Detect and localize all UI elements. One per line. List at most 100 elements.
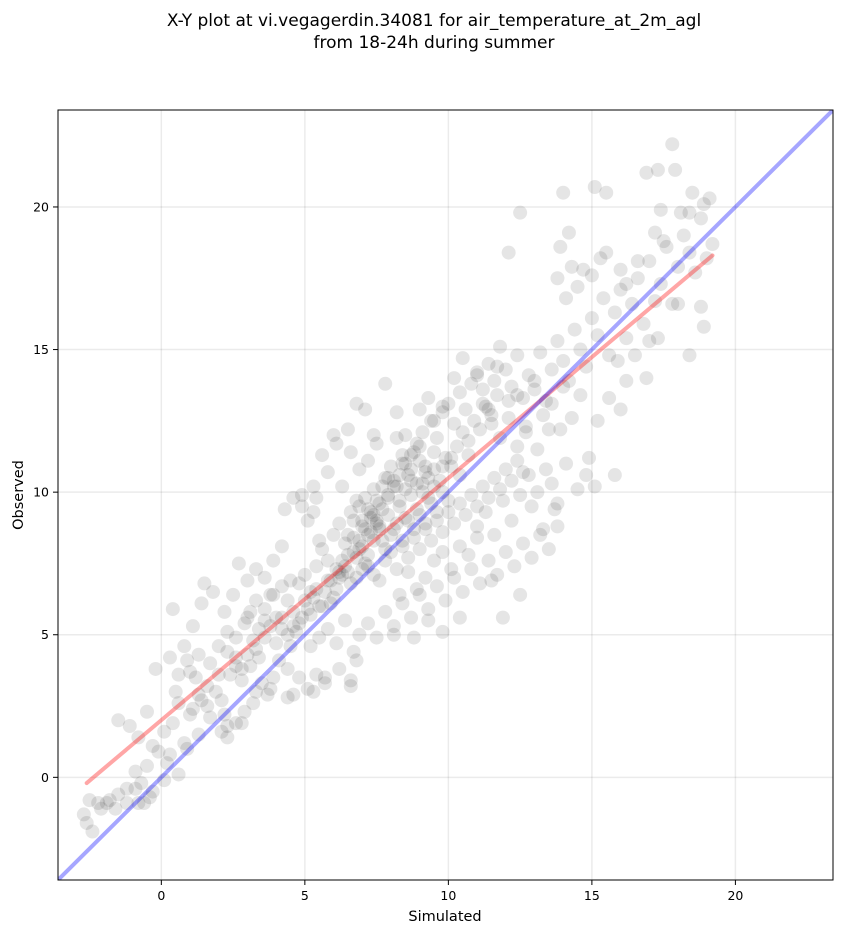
data-point [294,610,309,625]
data-point [335,567,350,582]
data-point [510,453,525,468]
data-point [501,411,516,425]
data-point [550,519,565,534]
data-point [398,456,413,471]
data-point [493,339,508,354]
data-point [536,522,551,537]
data-point [593,251,608,266]
data-point [392,587,407,602]
data-point [584,268,599,283]
data-point [610,353,625,368]
data-point [372,519,387,534]
data-point [309,667,324,682]
data-point [406,445,421,460]
data-point [297,593,312,608]
data-point [381,490,396,505]
data-point [461,448,476,463]
data-point [240,573,255,588]
regression-line [84,253,715,786]
data-point [639,165,654,180]
data-point [263,681,278,696]
data-point [361,547,375,562]
data-point [165,602,180,617]
axis-ticks: 0 5 10 15 20 0 5 10 15 20 [33,199,743,903]
data-point [363,510,378,525]
data-point [312,630,327,645]
data-point [429,513,444,528]
data-point [395,539,410,554]
data-point [294,499,309,514]
data-point [358,522,373,537]
data-point [561,225,576,240]
data-point [493,482,508,497]
data-point [139,704,154,719]
data-point [452,385,467,400]
data-point [277,502,292,517]
data-point [260,687,275,702]
data-point [504,379,519,394]
data-point [490,388,505,403]
data-point [214,724,229,739]
data-point [630,271,645,286]
data-point [91,796,106,810]
data-point [493,430,508,445]
data-point [361,616,375,631]
data-point [435,624,450,639]
data-point [648,294,663,309]
data-point [303,607,318,622]
data-point [582,450,597,465]
data-point [300,513,315,528]
data-point [487,470,502,485]
data-point [381,488,396,502]
data-point [478,505,493,520]
data-point [693,211,708,226]
data-point [544,476,559,491]
data-point [444,450,459,465]
data-point [361,527,375,542]
data-point [524,499,539,514]
data-point [206,584,220,599]
data-point [650,162,665,177]
data-point [303,584,318,599]
data-point [306,479,321,494]
data-point [395,533,410,548]
data-point [495,610,510,625]
data-point [527,373,542,388]
data-point [424,533,439,548]
data-point [177,639,192,654]
data-point [338,536,353,551]
data-point [329,436,344,451]
data-point [208,684,223,699]
data-point [165,716,180,731]
data-point [122,719,137,733]
data-point [183,664,198,679]
data-point [392,499,407,514]
data-point [343,576,358,591]
data-point [579,468,594,483]
data-point [317,670,332,685]
data-point [521,468,536,483]
data-point [427,413,442,428]
data-point [355,513,370,528]
data-point [570,482,585,497]
data-point [306,505,321,520]
data-point [541,422,556,437]
data-point [237,616,252,631]
data-point [266,553,281,568]
data-point [157,773,172,788]
data-point [366,428,381,443]
data-point [435,525,450,540]
data-point [386,479,401,494]
data-point [619,331,634,346]
data-point [332,661,347,676]
data-point [326,527,341,542]
data-point [220,730,235,745]
data-point [607,468,622,483]
data-point [513,205,528,220]
data-point [671,296,685,311]
data-point [386,627,401,642]
data-point [421,490,436,505]
data-point [484,416,499,431]
data-point [455,584,470,599]
data-point [171,696,186,711]
